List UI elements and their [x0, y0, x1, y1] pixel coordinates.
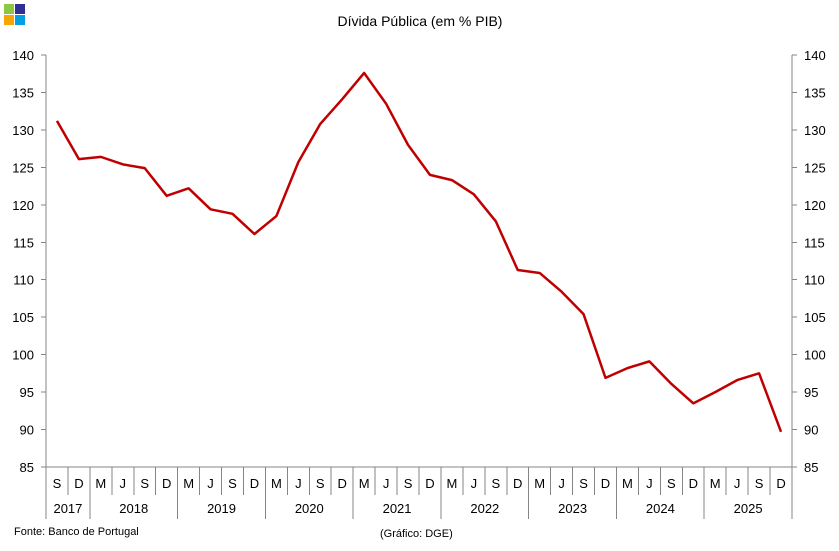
year-label: 2021: [383, 501, 412, 516]
y-tick-label-left: 85: [20, 460, 34, 475]
quarter-label: S: [755, 476, 764, 491]
y-tick-label-right: 140: [804, 48, 826, 63]
quarter-label: S: [404, 476, 413, 491]
quarter-label: D: [162, 476, 171, 491]
quarter-label: S: [53, 476, 62, 491]
year-label: 2023: [558, 501, 587, 516]
y-tick-label-left: 90: [20, 423, 34, 438]
quarter-label: D: [601, 476, 610, 491]
year-label: 2022: [470, 501, 499, 516]
y-tick-label-right: 125: [804, 160, 826, 175]
year-label: 2017: [53, 501, 82, 516]
year-label: 2020: [295, 501, 324, 516]
quarter-label: M: [359, 476, 370, 491]
y-tick-label-left: 135: [12, 85, 34, 100]
quarter-label: D: [338, 476, 347, 491]
quarter-label: J: [558, 476, 565, 491]
quarter-label: M: [622, 476, 633, 491]
y-tick-label-right: 95: [804, 385, 818, 400]
quarter-label: S: [316, 476, 325, 491]
logo-square-3: [4, 15, 14, 25]
y-tick-label-right: 85: [804, 460, 818, 475]
quarter-label: D: [513, 476, 522, 491]
quarter-label: J: [383, 476, 390, 491]
chart-title: Dívida Pública (em % PIB): [338, 13, 503, 29]
logo-square-4: [15, 15, 25, 25]
quarter-label: D: [776, 476, 785, 491]
quarter-label: J: [295, 476, 302, 491]
y-tick-label-right: 90: [804, 423, 818, 438]
quarter-label: M: [95, 476, 106, 491]
logo: [4, 4, 25, 25]
quarter-label: M: [271, 476, 282, 491]
year-label: 2024: [646, 501, 675, 516]
quarter-label: S: [579, 476, 588, 491]
y-tick-label-left: 125: [12, 160, 34, 175]
y-tick-label-right: 120: [804, 198, 826, 213]
logo-square-2: [15, 4, 25, 14]
quarter-label: J: [734, 476, 741, 491]
quarter-label: S: [228, 476, 237, 491]
y-tick-label-left: 120: [12, 198, 34, 213]
year-label: 2019: [207, 501, 236, 516]
y-tick-label-left: 100: [12, 348, 34, 363]
y-tick-label-left: 140: [12, 48, 34, 63]
quarter-label: D: [250, 476, 259, 491]
year-label: 2025: [734, 501, 763, 516]
y-tick-label-right: 130: [804, 123, 826, 138]
quarter-label: J: [120, 476, 127, 491]
quarter-label: M: [534, 476, 545, 491]
quarter-label: M: [710, 476, 721, 491]
y-tick-label-right: 110: [804, 273, 825, 288]
quarter-label: S: [667, 476, 676, 491]
y-tick-label-left: 110: [13, 273, 34, 288]
quarter-label: S: [140, 476, 149, 491]
quarter-label: M: [446, 476, 457, 491]
quarter-label: S: [491, 476, 500, 491]
quarter-label: J: [646, 476, 653, 491]
y-tick-label-left: 95: [20, 385, 34, 400]
quarter-label: D: [425, 476, 434, 491]
series-line: [55, 71, 783, 433]
y-tick-label-left: 130: [12, 123, 34, 138]
logo-square-1: [4, 4, 14, 14]
y-tick-label-left: 105: [12, 310, 34, 325]
y-tick-label-right: 135: [804, 85, 826, 100]
y-tick-label-right: 115: [804, 235, 825, 250]
quarter-label: J: [207, 476, 214, 491]
y-tick-label-right: 105: [804, 310, 826, 325]
quarter-label: D: [74, 476, 83, 491]
year-label: 2018: [119, 501, 148, 516]
quarter-label: J: [471, 476, 478, 491]
credit-note: (Gráfico: DGE): [380, 528, 453, 540]
quarter-label: D: [689, 476, 698, 491]
source-note: Fonte: Banco de Portugal: [14, 526, 139, 538]
y-tick-label-right: 100: [804, 348, 826, 363]
quarter-label: M: [183, 476, 194, 491]
y-tick-label-left: 115: [13, 235, 34, 250]
